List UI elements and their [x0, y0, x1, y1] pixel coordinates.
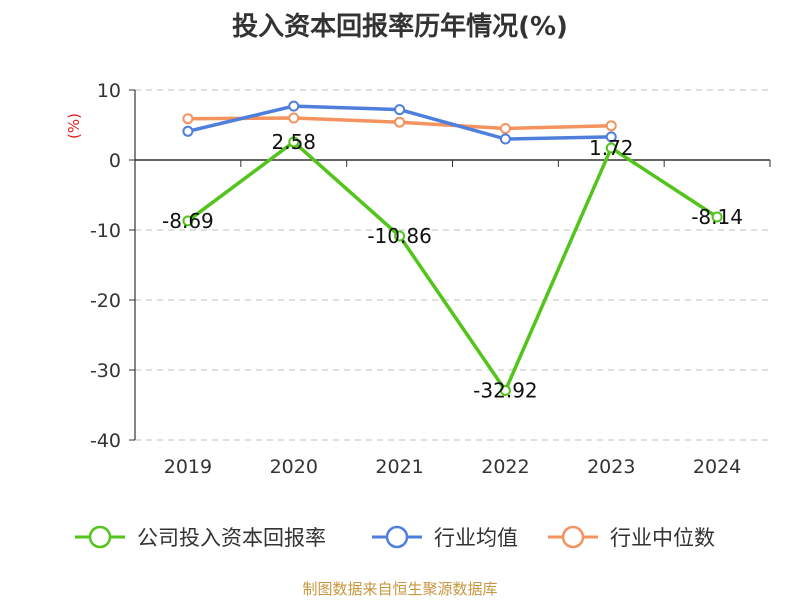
y-axis-unit-label: (%) — [65, 113, 83, 139]
data-point — [394, 116, 406, 128]
y-tick-label: -20 — [90, 290, 121, 312]
data-point — [182, 215, 194, 227]
data-point — [394, 230, 406, 242]
data-point — [288, 100, 300, 112]
legend-label: 公司投入资本回报率 — [137, 526, 326, 550]
y-tick-label: 10 — [97, 80, 121, 102]
data-point — [499, 133, 511, 145]
legend-label: 行业均值 — [434, 526, 518, 550]
grid-lines — [135, 89, 770, 441]
legend-label: 行业中位数 — [610, 526, 715, 550]
y-tick-label: 0 — [109, 150, 121, 172]
x-tick-label: 2022 — [481, 456, 529, 478]
series-lines — [182, 100, 723, 396]
legend-marker — [385, 525, 409, 549]
legend-item: 行业中位数 — [548, 525, 715, 550]
data-label: -32.92 — [473, 378, 537, 402]
data-point — [499, 384, 511, 396]
legend-item: 行业均值 — [372, 525, 518, 550]
data-point — [288, 136, 300, 148]
y-tick-label: -40 — [90, 430, 121, 452]
data-label: -10.86 — [367, 224, 431, 248]
chart-title: 投入资本回报率历年情况(%) — [232, 12, 568, 42]
x-tick-label: 2020 — [270, 456, 318, 478]
x-tick-label: 2019 — [164, 456, 212, 478]
data-label: 1.72 — [589, 136, 634, 160]
data-point — [394, 104, 406, 116]
legend-item: 公司投入资本回报率 — [75, 525, 326, 550]
data-point — [605, 142, 617, 154]
source-note: 制图数据来自恒生聚源数据库 — [302, 580, 498, 598]
legend-marker — [88, 525, 112, 549]
legend-marker — [561, 525, 585, 549]
data-point — [499, 123, 511, 134]
data-label: 2.58 — [271, 130, 316, 154]
axes: 10 0 -10 -20 -30 -40 2019 2020 2021 2022 2023 2024 — [90, 80, 771, 478]
data-labels: -8.69 2.58 -10.86 -32.92 1.72 -8.14 — [162, 130, 743, 403]
data-label: -8.14 — [691, 205, 743, 229]
data-point — [711, 211, 723, 223]
series-line — [186, 140, 719, 393]
x-tick-label: 2024 — [693, 456, 741, 478]
legend: 公司投入资本回报率 行业均值 行业中位数 — [75, 525, 715, 550]
x-tick-label: 2021 — [375, 456, 423, 478]
y-tick-label: -10 — [90, 220, 121, 242]
data-point — [182, 113, 194, 125]
data-point — [182, 125, 194, 137]
y-tick-label: -30 — [90, 360, 121, 382]
data-label: -8.69 — [162, 209, 214, 233]
x-tick-label: 2023 — [587, 456, 635, 478]
data-point — [605, 131, 617, 143]
data-point — [288, 112, 300, 124]
data-point — [605, 120, 617, 132]
